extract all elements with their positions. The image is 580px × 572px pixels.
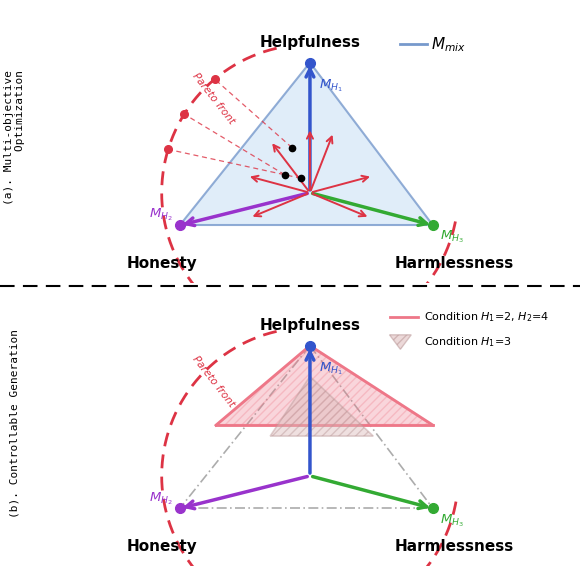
Polygon shape <box>216 345 433 425</box>
Text: Pareto front: Pareto front <box>191 354 237 409</box>
Text: $M_{H_1}$: $M_{H_1}$ <box>319 360 343 377</box>
Text: Condition $H_1$=2, $H_2$=4: Condition $H_1$=2, $H_2$=4 <box>424 310 549 324</box>
Polygon shape <box>270 376 374 436</box>
Polygon shape <box>390 335 411 349</box>
Text: $M_{H_2}$: $M_{H_2}$ <box>148 490 172 507</box>
Text: Helpfulness: Helpfulness <box>259 318 360 333</box>
Text: $M_{H_3}$: $M_{H_3}$ <box>440 229 464 245</box>
Text: $M_{mix}$: $M_{mix}$ <box>431 35 466 54</box>
Text: Honesty: Honesty <box>126 539 197 554</box>
Text: Pareto front: Pareto front <box>191 71 237 126</box>
Polygon shape <box>180 62 433 225</box>
Text: Honesty: Honesty <box>126 256 197 271</box>
Text: $M_{H_3}$: $M_{H_3}$ <box>440 512 464 529</box>
Text: (a). Multi-objective
        Optimization: (a). Multi-objective Optimization <box>3 70 26 205</box>
Text: Condition $H_1$=3: Condition $H_1$=3 <box>424 335 512 349</box>
Text: Harmlessness: Harmlessness <box>395 539 514 554</box>
Text: $M_{H_1}$: $M_{H_1}$ <box>319 77 343 94</box>
Text: (b). Controllable Generation: (b). Controllable Generation <box>9 329 20 518</box>
Text: $M_{H_2}$: $M_{H_2}$ <box>148 207 172 224</box>
Text: Helpfulness: Helpfulness <box>259 35 360 50</box>
Text: Harmlessness: Harmlessness <box>395 256 514 271</box>
